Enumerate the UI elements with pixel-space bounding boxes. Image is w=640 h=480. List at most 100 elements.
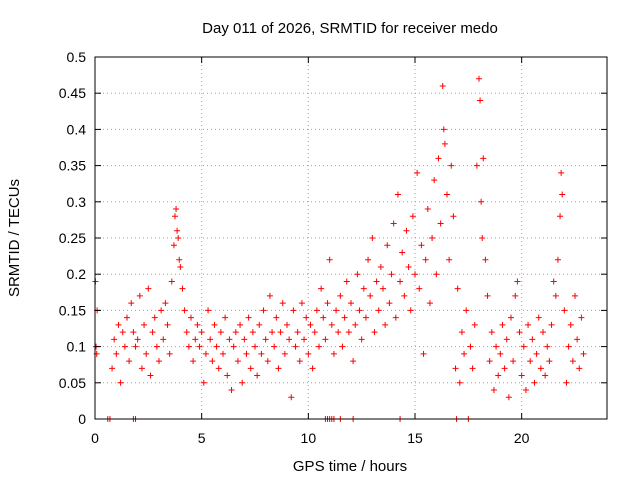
data-point [522, 387, 529, 394]
data-point [552, 292, 559, 299]
data-point [497, 350, 504, 357]
data-point [448, 162, 455, 169]
data-point [170, 242, 177, 249]
data-point [228, 387, 235, 394]
y-tick-label: 0.2 [67, 266, 87, 282]
data-point [418, 242, 425, 249]
data-point [416, 285, 423, 292]
data-point [384, 242, 391, 249]
data-point [196, 343, 203, 350]
data-point [548, 321, 555, 328]
data-point [194, 321, 201, 328]
data-point [322, 336, 329, 343]
data-point [318, 285, 325, 292]
data-point [209, 358, 216, 365]
data-point [162, 300, 169, 307]
data-point [390, 220, 397, 227]
data-point [414, 169, 421, 176]
data-point [440, 126, 447, 133]
data-point [138, 365, 145, 372]
y-tick-label: 0.5 [67, 49, 87, 65]
y-tick-label: 0.1 [67, 339, 87, 355]
data-point [230, 343, 237, 350]
data-point [354, 271, 361, 278]
data-point [301, 336, 308, 343]
data-point [505, 394, 512, 401]
data-point [441, 140, 448, 147]
data-point [437, 220, 444, 227]
data-point [356, 307, 363, 314]
data-point [211, 321, 218, 328]
data-point [399, 249, 406, 256]
data-point [245, 314, 252, 321]
data-point [262, 336, 269, 343]
data-point [563, 379, 570, 386]
data-point [554, 256, 561, 263]
data-point [486, 358, 493, 365]
data-point [188, 314, 194, 321]
data-point [290, 307, 297, 314]
data-point [369, 235, 376, 241]
data-point [192, 336, 199, 343]
data-point [503, 336, 510, 343]
y-tick-label: 0.3 [67, 194, 87, 210]
data-point [382, 321, 389, 328]
data-point [458, 329, 465, 336]
data-point [514, 278, 521, 285]
data-point [572, 292, 578, 299]
data-point [461, 350, 468, 357]
data-point [397, 278, 404, 285]
data-point [407, 307, 414, 314]
data-point [134, 336, 141, 343]
data-point [176, 256, 183, 263]
data-point [241, 336, 248, 343]
data-point [469, 365, 476, 372]
data-point [480, 155, 487, 162]
data-point [484, 292, 491, 299]
y-tick-label: 0.05 [59, 375, 86, 391]
data-point [294, 329, 301, 336]
data-point [333, 307, 340, 314]
data-point [473, 162, 480, 169]
data-point [115, 321, 122, 328]
data-point [537, 365, 544, 372]
data-point [341, 314, 348, 321]
data-point [339, 343, 346, 350]
data-point [546, 358, 553, 365]
data-point [158, 307, 165, 314]
data-point [190, 358, 197, 365]
data-point [164, 321, 171, 328]
data-point [202, 350, 209, 357]
y-tick-label: 0.35 [59, 158, 86, 174]
data-point [375, 307, 382, 314]
data-point [540, 329, 546, 336]
data-point [516, 329, 523, 336]
data-point [531, 379, 538, 386]
data-points [92, 75, 587, 422]
data-point [281, 350, 288, 357]
data-point [471, 321, 478, 328]
data-point [578, 314, 585, 321]
data-point [348, 300, 354, 307]
data-point [450, 213, 457, 220]
data-point [377, 263, 384, 270]
x-tick-label: 15 [407, 430, 423, 446]
data-point [412, 271, 418, 278]
data-point [444, 191, 450, 198]
data-point [326, 256, 333, 263]
data-point [288, 394, 295, 401]
data-point [380, 285, 386, 292]
data-point [320, 314, 327, 321]
data-point [266, 292, 273, 299]
data-point [345, 329, 352, 336]
data-point [431, 177, 438, 184]
data-point [215, 365, 222, 372]
data-point [392, 314, 399, 321]
data-point [153, 343, 160, 350]
data-point [124, 314, 130, 321]
data-point [126, 358, 133, 365]
data-point [420, 350, 427, 357]
data-point [561, 307, 568, 314]
data-point [256, 321, 263, 328]
x-axis-label: GPS time / hours [293, 458, 407, 475]
